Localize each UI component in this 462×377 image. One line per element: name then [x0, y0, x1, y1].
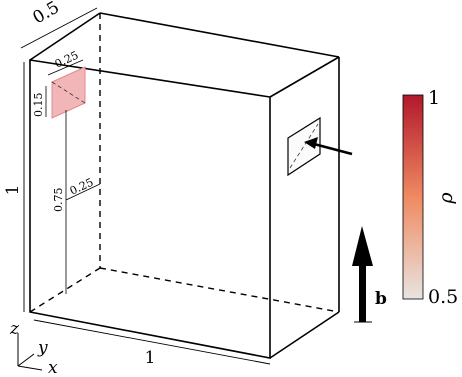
top-left-edge [29, 12, 101, 61]
colorbar-min-label: 0.5 [428, 286, 458, 308]
label-axis-x: x [48, 358, 58, 377]
axis-y-line [17, 353, 35, 367]
bottom-right-edge [269, 311, 340, 359]
traction-arrowhead [304, 137, 318, 149]
colorbar-gradient [402, 94, 424, 300]
label-height: 1 [3, 185, 23, 196]
hidden-edges [29, 13, 340, 313]
body-force-shaft [359, 262, 366, 322]
label-axis-z: z [9, 319, 20, 339]
colorbar-max-label: 1 [428, 87, 440, 109]
dim-patch-width-line [47, 59, 84, 76]
body-force [352, 226, 373, 323]
cuboid [29, 12, 340, 359]
top-right-edge [269, 56, 340, 98]
label-depth: 0.5 [30, 0, 63, 28]
label-patch-size-b: 0.15 [32, 93, 45, 118]
label-offset-vertical: 0.75 [52, 188, 65, 213]
box-dimensions [20, 7, 271, 365]
side-patch-area [287, 116, 321, 177]
side-patch-diagonal [289, 123, 319, 169]
patch-dimensions [45, 59, 101, 294]
axis-x-line [17, 365, 43, 371]
load-patch-area [51, 66, 86, 119]
traction-arrow-shaft [313, 142, 353, 156]
hidden-bottom-left-edge [29, 267, 101, 313]
dim-horizontal-offset-line [65, 183, 101, 201]
dim-depth-line [20, 7, 98, 49]
label-width: 1 [145, 348, 156, 368]
colorbar-label: ρ [435, 192, 457, 205]
label-axis-y: y [37, 338, 48, 358]
body-force-arrowhead [352, 226, 373, 266]
load-patch [51, 66, 86, 119]
axes-triad [17, 333, 43, 371]
hidden-bottom-back-edge [99, 267, 340, 313]
dim-width-line [33, 319, 271, 365]
label-offset-horizontal: 0.25 [68, 176, 96, 198]
side-patch [287, 116, 353, 177]
label-body-force: b [375, 289, 387, 309]
top-back-edge [99, 12, 340, 58]
